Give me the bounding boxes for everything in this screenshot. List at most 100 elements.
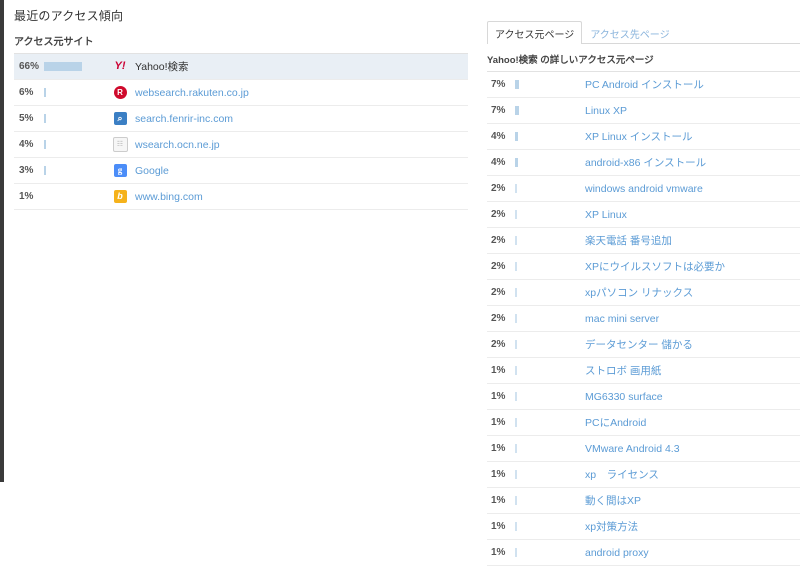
page-bar — [515, 392, 517, 401]
page-bar-cell — [515, 462, 585, 487]
page-bar — [515, 210, 517, 219]
page-row[interactable]: 2% XP Linux — [487, 202, 800, 228]
page-percent: 2% — [491, 209, 506, 220]
site-row[interactable]: 66% Y! Yahoo!検索 — [14, 54, 468, 80]
site-row[interactable]: 3% g Google — [14, 158, 468, 184]
page-row[interactable]: 4% android-x86 インストール — [487, 150, 800, 176]
page-row[interactable]: 1% 動く間はXP — [487, 488, 800, 514]
page-bar-cell — [515, 150, 585, 175]
page-bar-cell — [515, 514, 585, 539]
google-icon: g — [113, 164, 127, 177]
page-name-text: android proxy — [585, 546, 649, 559]
page-bar-cell — [515, 72, 585, 97]
page-bar — [515, 132, 518, 141]
page-name-text: XP Linux — [585, 208, 627, 221]
page-name-link[interactable]: PCにAndroid — [585, 415, 800, 430]
page-bar — [515, 158, 518, 167]
page-row[interactable]: 1% xp対策方法 — [487, 514, 800, 540]
referrer-pages-tabs: アクセス元ページ アクセス先ページ — [487, 21, 800, 44]
page-row[interactable]: 2% 楽天電話 番号追加 — [487, 228, 800, 254]
page-bar — [515, 184, 517, 193]
site-bar — [44, 88, 46, 97]
page-name-text: android-x86 インストール — [585, 157, 707, 169]
site-bar-cell — [44, 132, 109, 157]
page-name-link[interactable]: xp ライセンス — [585, 467, 800, 482]
page-name-link[interactable]: windows android vmware — [585, 183, 800, 195]
page-name-link[interactable]: android proxy — [585, 547, 800, 559]
page-percent: 1% — [491, 417, 506, 428]
page-row[interactable]: 2% データセンター 儲かる — [487, 332, 800, 358]
page-row[interactable]: 1% MG6330 surface — [487, 384, 800, 410]
referrer-sites-label: アクセス元サイト — [14, 37, 94, 48]
page-percent: 1% — [491, 547, 506, 558]
page-name-text: 動く間はXP — [585, 495, 642, 507]
page-name-link[interactable]: Linux XP — [585, 105, 800, 117]
page-row[interactable]: 2% windows android vmware — [487, 176, 800, 202]
page-row[interactable]: 1% xp ライセンス — [487, 462, 800, 488]
site-row[interactable]: 4% ☷ wsearch.ocn.ne.jp — [14, 132, 468, 158]
page-row[interactable]: 7% PC Android インストール — [487, 72, 800, 98]
page-bar-cell — [515, 540, 585, 565]
site-name-link[interactable]: wsearch.ocn.ne.jp — [135, 138, 220, 151]
page-row[interactable]: 2% mac mini server — [487, 306, 800, 332]
site-name-link[interactable]: Google — [135, 164, 169, 177]
site-name-link[interactable]: websearch.rakuten.co.jp — [135, 86, 249, 99]
page-name-link[interactable]: xpパソコン リナックス — [585, 285, 800, 300]
site-row[interactable]: 5% ⌕ search.fenrir-inc.com — [14, 106, 468, 132]
page-row[interactable]: 4% XP Linux インストール — [487, 124, 800, 150]
page-name-link[interactable]: 動く間はXP — [585, 493, 800, 508]
site-bar — [44, 166, 46, 175]
fenrir-search-icon: ⌕ — [113, 112, 127, 125]
page-name-link[interactable]: XP Linux インストール — [585, 129, 800, 144]
site-bar-cell — [44, 54, 109, 79]
page-percent: 1% — [491, 521, 506, 532]
page-name-link[interactable]: ストロボ 画用紙 — [585, 363, 800, 378]
page-bar-cell — [515, 124, 585, 149]
page-title: 最近のアクセス傾向 — [14, 9, 124, 23]
page-name-link[interactable]: 楽天電話 番号追加 — [585, 233, 800, 248]
site-name-link[interactable]: Yahoo!検索 — [135, 61, 189, 73]
page-name-link[interactable]: mac mini server — [585, 313, 800, 325]
page-name-link[interactable]: XP Linux — [585, 209, 800, 221]
site-name-link[interactable]: www.bing.com — [135, 190, 203, 203]
site-name-link[interactable]: search.fenrir-inc.com — [135, 112, 234, 125]
tab-destination-pages[interactable]: アクセス先ページ — [590, 30, 670, 41]
page-name-link[interactable]: android-x86 インストール — [585, 155, 800, 170]
page-row[interactable]: 2% xpパソコン リナックス — [487, 280, 800, 306]
page-percent: 1% — [491, 495, 506, 506]
page-row[interactable]: 1% VMware Android 4.3 — [487, 436, 800, 462]
page-name-link[interactable]: VMware Android 4.3 — [585, 443, 800, 455]
yahoo-icon: Y! — [114, 60, 126, 72]
page-bar — [515, 496, 517, 505]
site-bar-cell — [44, 184, 109, 209]
page-bar — [515, 106, 519, 115]
page-name-text: 楽天電話 番号追加 — [585, 235, 672, 247]
page-bar-cell — [515, 410, 585, 435]
page-percent: 7% — [491, 105, 506, 116]
page-name-link[interactable]: XPにウイルスソフトは必要か — [585, 259, 800, 274]
page-percent: 2% — [491, 313, 506, 324]
page-row[interactable]: 2% XPにウイルスソフトは必要か — [487, 254, 800, 280]
page-name-link[interactable]: MG6330 surface — [585, 391, 800, 403]
bing-icon: b — [113, 190, 127, 203]
site-row[interactable]: 1% b www.bing.com — [14, 184, 468, 210]
page-bar — [515, 548, 517, 557]
page-row[interactable]: 1% ストロボ 画用紙 — [487, 358, 800, 384]
page-name-link[interactable]: データセンター 儲かる — [585, 337, 800, 352]
tab-referrer-pages[interactable]: アクセス元ページ — [487, 21, 583, 44]
page-percent: 2% — [491, 287, 506, 298]
page-bar-cell — [515, 280, 585, 305]
page-row[interactable]: 1% PCにAndroid — [487, 410, 800, 436]
site-percent: 4% — [19, 139, 34, 150]
page-row[interactable]: 1% android proxy — [487, 540, 800, 566]
page-percent: 2% — [491, 183, 506, 194]
page-row[interactable]: 7% Linux XP — [487, 98, 800, 124]
page-bar-cell — [515, 306, 585, 331]
page-name-link[interactable]: PC Android インストール — [585, 77, 800, 92]
site-bar-cell — [44, 106, 109, 131]
site-bar — [44, 114, 46, 123]
page-name-link[interactable]: xp対策方法 — [585, 519, 800, 534]
page-name-text: xpパソコン リナックス — [585, 287, 694, 299]
